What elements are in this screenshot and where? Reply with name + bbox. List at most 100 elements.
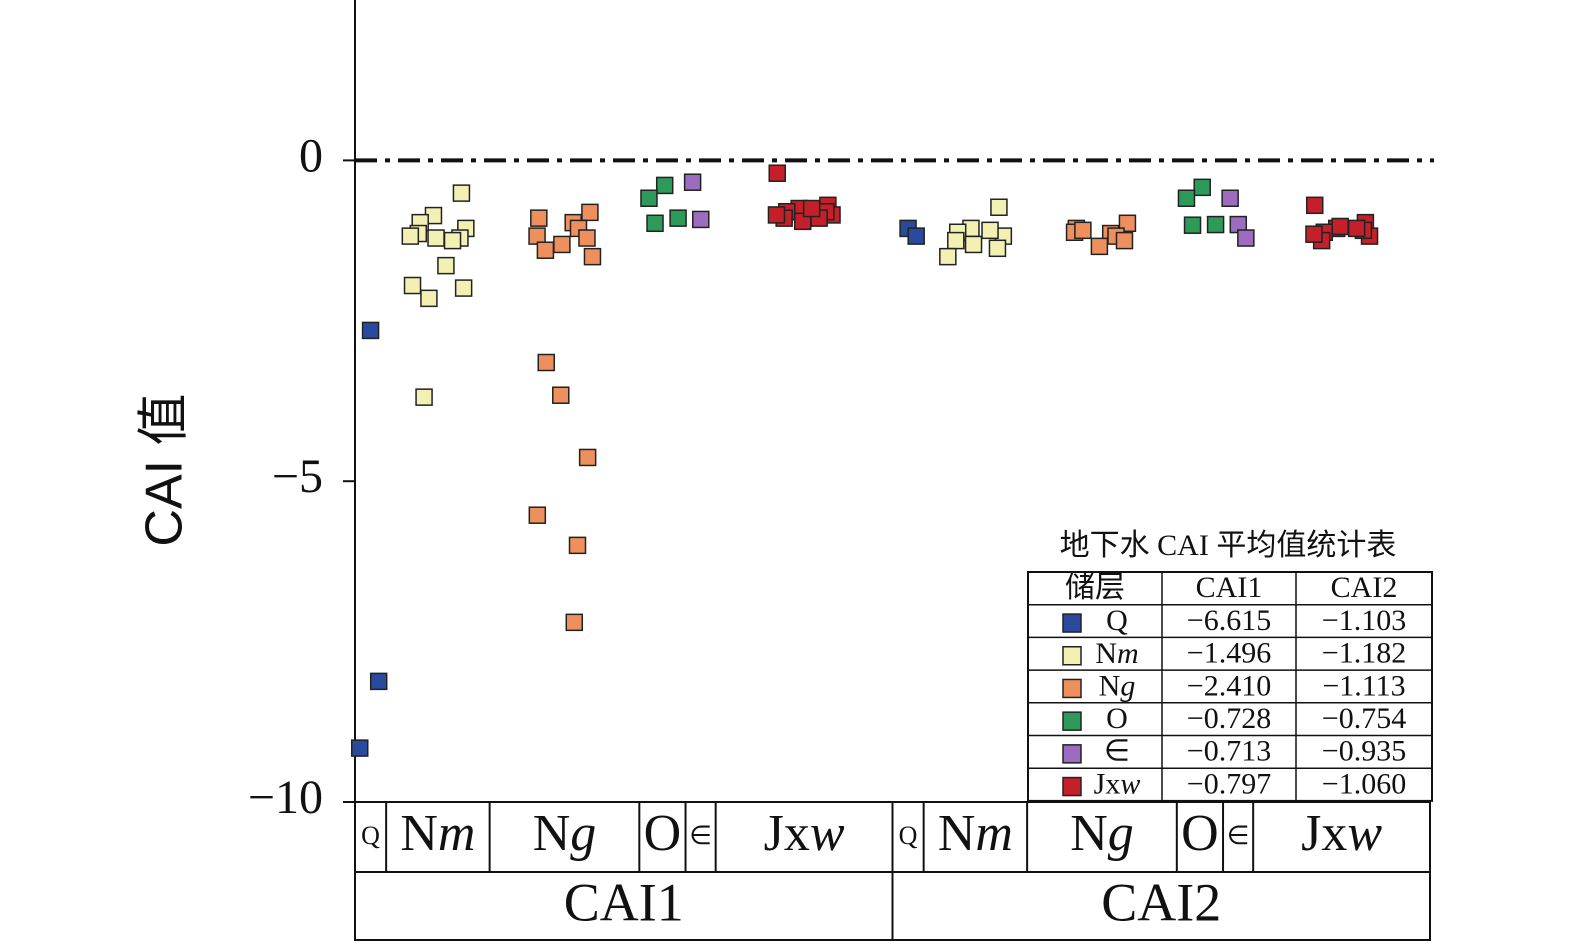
y-tick-label: −10 bbox=[248, 771, 323, 824]
table-cell: −0.797 bbox=[1187, 767, 1271, 800]
table-cell: −1.496 bbox=[1187, 637, 1271, 670]
point bbox=[947, 231, 965, 250]
table-cell: −1.103 bbox=[1322, 604, 1406, 637]
panel-label: CAI2 bbox=[1101, 872, 1221, 932]
point bbox=[361, 321, 380, 340]
point bbox=[530, 209, 548, 227]
legend-label: Jxw bbox=[1094, 767, 1141, 800]
point bbox=[427, 229, 445, 247]
legend-swatch bbox=[1062, 646, 1082, 666]
point bbox=[1090, 237, 1109, 256]
legend-label: Ng bbox=[1099, 669, 1136, 702]
point bbox=[578, 448, 597, 467]
point bbox=[537, 353, 555, 372]
point bbox=[1331, 217, 1349, 236]
legend-swatch bbox=[1062, 776, 1082, 797]
point bbox=[1177, 189, 1196, 208]
table-cell: −1.113 bbox=[1322, 669, 1405, 702]
y-tick-label: 0 bbox=[299, 129, 323, 182]
panel-label: CAI1 bbox=[564, 872, 684, 932]
point bbox=[655, 176, 674, 195]
point bbox=[443, 231, 462, 250]
legend-label: ∈ bbox=[1104, 735, 1130, 768]
table-cell: −2.410 bbox=[1187, 669, 1271, 702]
legend-swatch bbox=[1062, 678, 1082, 699]
point bbox=[565, 613, 584, 632]
point bbox=[452, 184, 471, 202]
table-cell: −0.754 bbox=[1322, 702, 1406, 735]
table-cell: −1.182 bbox=[1322, 637, 1406, 670]
point bbox=[964, 235, 983, 254]
point bbox=[415, 388, 433, 406]
point bbox=[420, 289, 438, 308]
point bbox=[802, 199, 821, 218]
point bbox=[553, 235, 571, 254]
point bbox=[939, 247, 957, 266]
stratum-label: Q bbox=[361, 821, 380, 850]
table-cell: −1.060 bbox=[1322, 767, 1406, 800]
table-cell: −0.935 bbox=[1322, 735, 1406, 768]
table-header: CAI2 bbox=[1331, 571, 1398, 604]
point bbox=[1237, 229, 1255, 247]
table-title: 地下水 CAI 平均值统计表 bbox=[1060, 529, 1397, 562]
point bbox=[536, 241, 555, 259]
point bbox=[1115, 231, 1134, 250]
stratum-label: Ng bbox=[1070, 805, 1134, 862]
point bbox=[454, 279, 473, 297]
legend-label: O bbox=[1106, 702, 1128, 735]
point bbox=[981, 221, 999, 240]
legend-swatch bbox=[1062, 744, 1082, 764]
stratum-label: O bbox=[644, 805, 682, 862]
point bbox=[528, 506, 547, 524]
point bbox=[988, 239, 1007, 258]
legend-swatch bbox=[1062, 613, 1082, 633]
point bbox=[640, 189, 658, 208]
point bbox=[1347, 219, 1366, 238]
point bbox=[401, 227, 420, 245]
stratum-label: Nm bbox=[400, 805, 475, 862]
legend-swatch bbox=[1062, 711, 1082, 731]
table-cell: −6.615 bbox=[1187, 604, 1271, 637]
point bbox=[907, 227, 925, 245]
stratum-label: Q bbox=[899, 821, 918, 850]
point bbox=[568, 536, 587, 555]
point bbox=[1193, 178, 1211, 197]
point bbox=[552, 386, 570, 404]
y-tick-label: −5 bbox=[272, 450, 323, 503]
legend-label: Q bbox=[1106, 604, 1128, 637]
stratum-label: O bbox=[1181, 805, 1219, 862]
point bbox=[1206, 215, 1225, 234]
point bbox=[1221, 189, 1239, 208]
point bbox=[1305, 225, 1323, 243]
stratum-label: ∈ bbox=[689, 821, 712, 850]
stratum-label: Jxw bbox=[1301, 805, 1382, 862]
point bbox=[1074, 221, 1092, 240]
stratum-label: Ng bbox=[533, 805, 597, 862]
point bbox=[646, 214, 664, 233]
point bbox=[403, 276, 422, 295]
point bbox=[581, 203, 599, 222]
point bbox=[669, 209, 687, 227]
point bbox=[990, 198, 1008, 216]
point bbox=[767, 206, 786, 224]
table-cell: −0.728 bbox=[1187, 702, 1271, 735]
point bbox=[350, 739, 369, 757]
point bbox=[1305, 196, 1324, 215]
point bbox=[578, 229, 596, 247]
table-header: 储层 bbox=[1065, 571, 1125, 604]
legend-label: Nm bbox=[1095, 637, 1138, 670]
table-header: CAI1 bbox=[1196, 571, 1263, 604]
point bbox=[369, 672, 388, 691]
point bbox=[437, 256, 455, 275]
point bbox=[768, 164, 786, 182]
stratum-label: ∈ bbox=[1227, 821, 1250, 850]
point bbox=[692, 210, 710, 229]
y-axis-label: CAI 值 bbox=[136, 393, 194, 546]
stratum-label: Jxw bbox=[764, 805, 845, 862]
point bbox=[1183, 216, 1202, 234]
point bbox=[1118, 214, 1137, 233]
table-box bbox=[1027, 571, 1433, 802]
point bbox=[583, 247, 602, 266]
table-cell: −0.713 bbox=[1187, 735, 1271, 768]
